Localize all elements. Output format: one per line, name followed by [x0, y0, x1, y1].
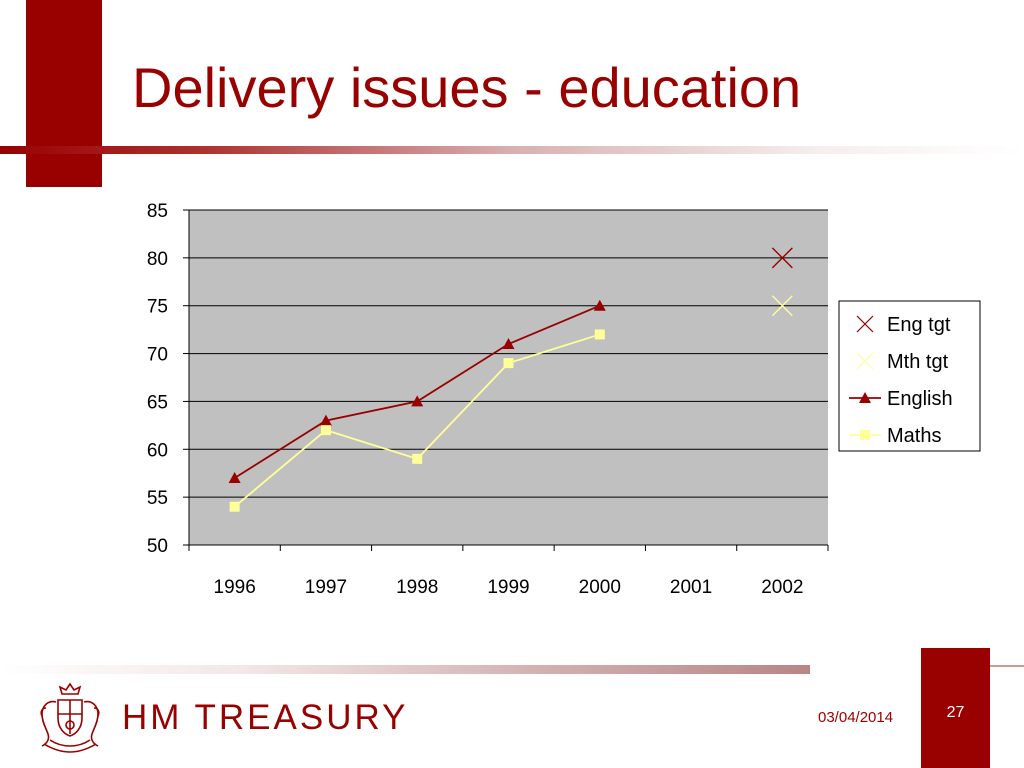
- data-point: [228, 472, 241, 483]
- data-point: [594, 329, 605, 340]
- y-tick-label: 50: [147, 536, 168, 557]
- y-tick-label: 60: [147, 440, 168, 461]
- data-point: [411, 395, 424, 407]
- data-point: [502, 338, 515, 349]
- page-number: 27: [946, 704, 965, 721]
- legend-marker: [860, 430, 870, 440]
- top-red-block: [26, 0, 102, 187]
- y-tick-label: 75: [147, 297, 168, 318]
- legend-label: Eng tgt: [887, 314, 951, 336]
- data-point: [412, 453, 423, 464]
- footer-rule: [0, 665, 810, 674]
- x-tick-label: 2002: [761, 577, 803, 598]
- data-point: [771, 247, 793, 269]
- x-tick-label: 1998: [396, 577, 438, 598]
- y-tick-label: 70: [147, 345, 168, 366]
- legend-marker: [856, 352, 874, 370]
- legend-label: Maths: [887, 425, 941, 447]
- data-point: [229, 501, 240, 512]
- y-tick-label: 55: [147, 488, 168, 509]
- y-tick-label: 65: [147, 392, 168, 413]
- x-tick-label: 1996: [214, 577, 256, 598]
- slide-date: 03/04/2014: [818, 709, 894, 726]
- data-point: [503, 358, 514, 369]
- data-point: [593, 299, 606, 311]
- royal-coat-of-arms-icon: [40, 682, 100, 753]
- x-tick-label: 2000: [579, 577, 621, 598]
- line-chart: 50 55 60 65 70 75 80 85 1996 1997 1998 1999 2000 2001…: [147, 201, 981, 598]
- bottom-red-block: [921, 648, 990, 768]
- plot-area: [189, 210, 828, 545]
- y-tick-label: 80: [147, 249, 168, 270]
- x-tick-label: 2001: [670, 577, 712, 598]
- slide-title: Delivery issues - education: [132, 56, 802, 119]
- title-rule: [0, 146, 1024, 154]
- legend-label: English: [887, 388, 953, 410]
- legend-label: Mth tgt: [887, 351, 949, 373]
- y-tick-label: 85: [147, 201, 168, 222]
- data-point: [320, 425, 331, 436]
- data-point: [319, 414, 332, 426]
- org-name: HM TREASURY: [122, 698, 409, 737]
- x-tick-label: 1997: [305, 577, 347, 598]
- data-point: [771, 295, 793, 317]
- legend-marker: [859, 392, 871, 403]
- legend-marker: [856, 315, 874, 333]
- x-tick-label: 1999: [487, 577, 529, 598]
- footer-rule-end: [990, 665, 1024, 667]
